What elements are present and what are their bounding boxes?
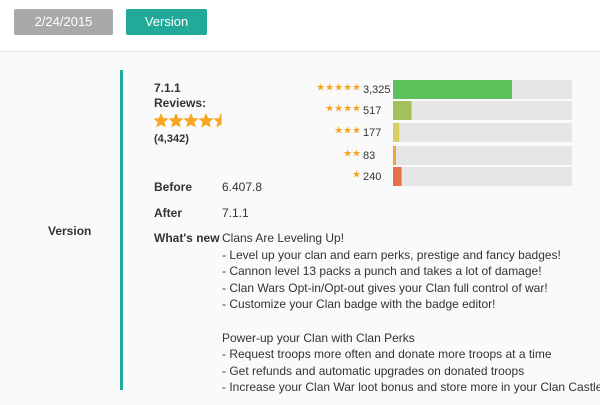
star [183, 113, 199, 128]
whats-new-line: - Clan Wars Opt-in/Opt-out gives your Cl… [222, 280, 548, 295]
whats-new-line: - Request troops more often and donate m… [222, 347, 552, 361]
star-label: ★★★ [334, 126, 361, 137]
star-label: ★★★★★ [316, 83, 361, 94]
rating-stars [154, 113, 222, 128]
whats-new-line: Power-up your Clan with Clan Perks [222, 330, 415, 345]
star [168, 113, 184, 128]
bar [393, 101, 412, 120]
reviews-label: Reviews: [154, 96, 207, 110]
star-label: ★ [352, 170, 361, 181]
count-label: 177 [363, 127, 381, 139]
date-button[interactable]: 2/24/2015 [14, 9, 113, 35]
reviews-count: (4,342) [154, 133, 189, 145]
star-label: ★★ [343, 149, 361, 160]
whats-new-line: - Cannon level 13 packs a punch and take… [222, 264, 542, 278]
bar [393, 80, 513, 99]
whats-new-line: - Get refunds and automatic upgrades on … [222, 363, 525, 378]
whats-new-line: - Level up your clan and earn perks, pre… [222, 247, 561, 262]
accent-line [120, 70, 123, 390]
detail-value: 6.407.8 [222, 180, 263, 194]
divider [0, 51, 600, 52]
star [154, 113, 169, 128]
bar-track [393, 146, 572, 165]
bar-track [393, 101, 572, 120]
count-label: 83 [363, 150, 375, 162]
bar [393, 123, 400, 142]
count-label: 3,325 [363, 84, 391, 96]
star [213, 113, 222, 128]
detail-label: Before [154, 180, 193, 194]
version-tab[interactable]: Version [126, 9, 207, 35]
star-label: ★★★★ [325, 104, 361, 115]
count-label: 517 [363, 105, 381, 117]
star [198, 113, 214, 128]
count-label: 240 [363, 171, 381, 183]
whats-new-line: - Customize your Clan badge with the bad… [222, 297, 496, 311]
bar-track [393, 167, 572, 186]
bar-track [393, 123, 572, 142]
bar [393, 146, 396, 165]
whats-new-line: Clans Are Leveling Up! [222, 231, 345, 245]
whats-new-line: - Increase your Clan War loot bonus and … [222, 380, 600, 394]
section-label: Version [48, 224, 92, 238]
whats-new-label: What's new [154, 231, 220, 245]
bar [393, 167, 402, 186]
version: 7.1.1 [154, 81, 181, 95]
detail-value: 7.1.1 [222, 206, 249, 220]
detail-label: After [154, 206, 183, 220]
